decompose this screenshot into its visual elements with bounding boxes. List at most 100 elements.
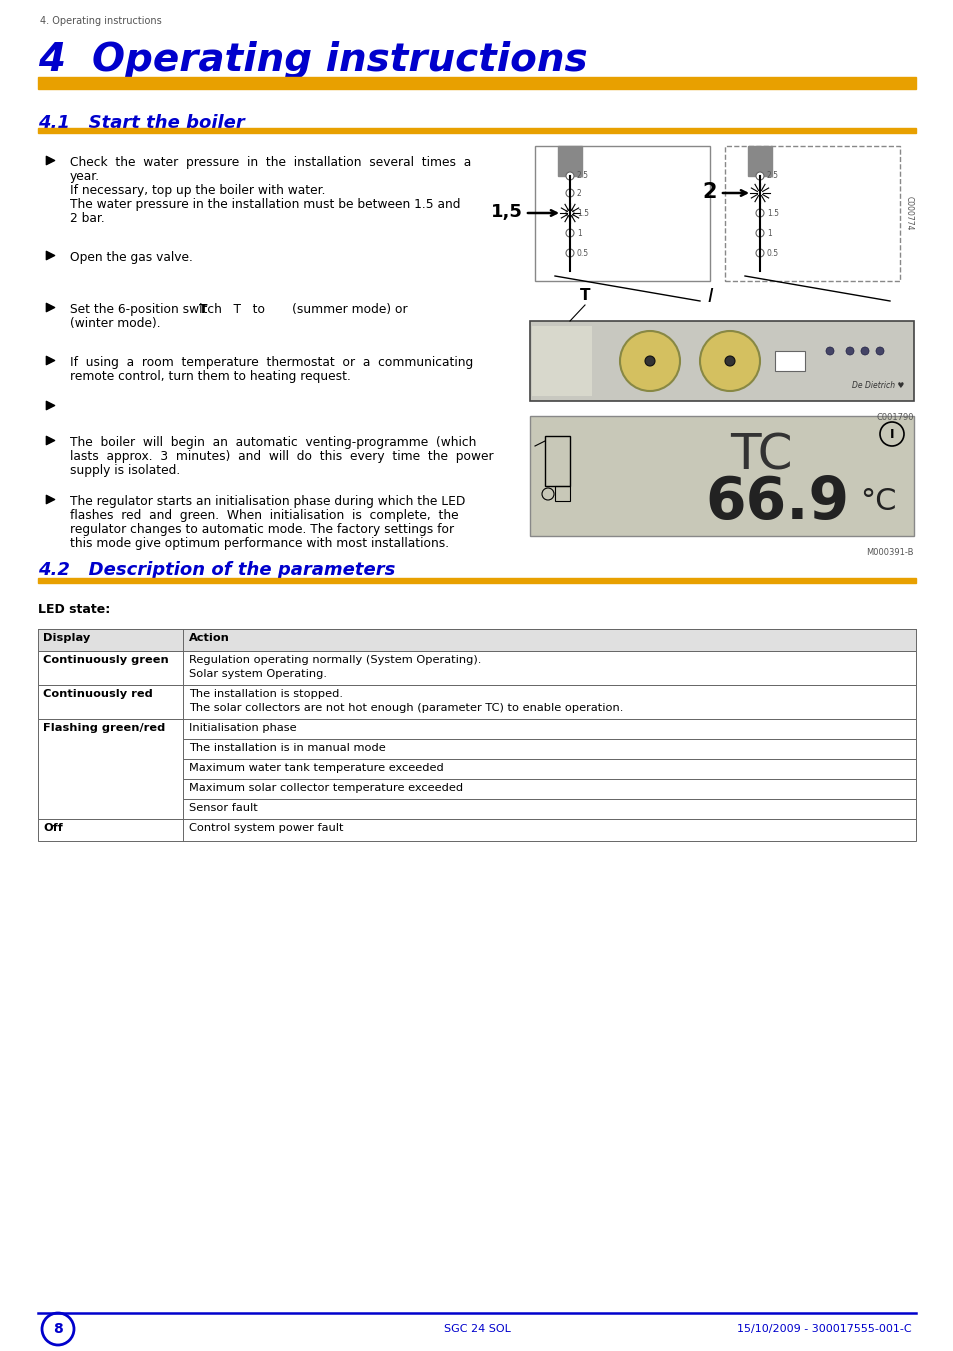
Circle shape <box>644 357 655 366</box>
Text: The installation is in manual mode: The installation is in manual mode <box>189 743 385 753</box>
Text: C000774: C000774 <box>904 196 913 231</box>
Text: T: T <box>199 303 208 316</box>
Text: The water pressure in the installation must be between 1.5 and: The water pressure in the installation m… <box>70 199 460 211</box>
Circle shape <box>755 230 763 236</box>
Text: 2.5: 2.5 <box>577 172 588 181</box>
Text: Check  the  water  pressure  in  the  installation  several  times  a: Check the water pressure in the installa… <box>70 155 471 169</box>
Bar <box>530 416 913 536</box>
Text: If  using  a  room  temperature  thermostat  or  a  communicating: If using a room temperature thermostat o… <box>70 357 473 369</box>
Text: Open the gas valve.: Open the gas valve. <box>70 251 193 263</box>
Text: 1,5: 1,5 <box>491 203 522 222</box>
Text: M000391-B: M000391-B <box>865 549 913 557</box>
Circle shape <box>755 209 763 218</box>
Circle shape <box>565 249 574 257</box>
Circle shape <box>700 331 760 390</box>
Bar <box>535 146 709 281</box>
Text: SGC 24 SOL: SGC 24 SOL <box>443 1324 510 1333</box>
Text: °C: °C <box>859 486 896 516</box>
Text: 1.5: 1.5 <box>766 208 779 218</box>
Bar <box>747 146 771 176</box>
Bar <box>555 486 569 501</box>
Text: Initialisation phase: Initialisation phase <box>189 723 296 734</box>
Text: Control system power fault: Control system power fault <box>189 823 343 834</box>
Circle shape <box>565 172 574 180</box>
Text: Sensor fault: Sensor fault <box>189 802 257 813</box>
Text: 2 bar.: 2 bar. <box>70 212 105 226</box>
Text: Continuously red: Continuously red <box>43 689 152 698</box>
Circle shape <box>845 347 853 355</box>
Bar <box>183 719 915 739</box>
Text: (winter mode).: (winter mode). <box>70 317 160 330</box>
Text: If necessary, top up the boiler with water.: If necessary, top up the boiler with wat… <box>70 184 325 197</box>
Text: 1.5: 1.5 <box>577 208 588 218</box>
Text: TC: TC <box>729 431 792 480</box>
Bar <box>183 739 915 759</box>
Text: 2: 2 <box>577 189 581 197</box>
Bar <box>544 436 569 486</box>
Text: I: I <box>889 427 893 440</box>
Bar <box>183 780 915 798</box>
Text: 15/10/2009 - 300017555-001-C: 15/10/2009 - 300017555-001-C <box>737 1324 911 1333</box>
Text: 4  Operating instructions: 4 Operating instructions <box>38 41 587 78</box>
Text: 2.5: 2.5 <box>766 172 779 181</box>
Text: T: T <box>579 288 590 303</box>
Text: The  boiler  will  begin  an  automatic  venting-programme  (which: The boiler will begin an automatic venti… <box>70 436 476 449</box>
Text: this mode give optimum performance with most installations.: this mode give optimum performance with … <box>70 536 449 550</box>
Text: 8: 8 <box>53 1323 63 1336</box>
Circle shape <box>875 347 883 355</box>
Text: I: I <box>706 286 712 305</box>
Bar <box>558 146 581 176</box>
Text: 0.5: 0.5 <box>766 249 779 258</box>
Circle shape <box>42 1313 74 1346</box>
Text: 1: 1 <box>577 228 581 238</box>
Text: 66.9: 66.9 <box>704 474 848 531</box>
Text: 4.2   Description of the parameters: 4.2 Description of the parameters <box>38 561 395 580</box>
Bar <box>183 759 915 780</box>
Circle shape <box>825 347 833 355</box>
Text: The solar collectors are not hot enough (parameter TC) to enable operation.: The solar collectors are not hot enough … <box>189 703 622 713</box>
Bar <box>532 326 592 396</box>
Bar <box>774 351 804 372</box>
Text: remote control, turn them to heating request.: remote control, turn them to heating req… <box>70 370 351 382</box>
Circle shape <box>755 249 763 257</box>
Circle shape <box>565 189 574 197</box>
Bar <box>38 719 183 819</box>
Circle shape <box>565 209 574 218</box>
Bar <box>38 128 915 132</box>
Text: De Dietrich ♥: De Dietrich ♥ <box>851 381 903 390</box>
Text: Off: Off <box>43 823 63 834</box>
Circle shape <box>755 172 763 180</box>
Text: lasts  approx.  3  minutes)  and  will  do  this  every  time  the  power: lasts approx. 3 minutes) and will do thi… <box>70 450 493 463</box>
Circle shape <box>861 347 868 355</box>
Text: year.: year. <box>70 170 100 182</box>
Text: C001790: C001790 <box>876 413 913 422</box>
Circle shape <box>565 230 574 236</box>
Bar <box>530 322 913 401</box>
Text: Maximum water tank temperature exceeded: Maximum water tank temperature exceeded <box>189 763 443 773</box>
Text: Flashing green/red: Flashing green/red <box>43 723 165 734</box>
Text: 4.1   Start the boiler: 4.1 Start the boiler <box>38 113 245 132</box>
Text: LED state:: LED state: <box>38 603 111 616</box>
Circle shape <box>619 331 679 390</box>
Text: 0.5: 0.5 <box>577 249 589 258</box>
Text: flashes  red  and  green.  When  initialisation  is  complete,  the: flashes red and green. When initialisati… <box>70 509 458 521</box>
Bar <box>38 630 915 651</box>
Text: 4. Operating instructions: 4. Operating instructions <box>40 16 162 26</box>
Text: 2: 2 <box>701 182 717 203</box>
Text: The regulator starts an initialisation phase during which the LED: The regulator starts an initialisation p… <box>70 494 465 508</box>
Circle shape <box>724 357 734 366</box>
Text: Continuously green: Continuously green <box>43 655 169 665</box>
Bar <box>38 77 915 89</box>
Bar <box>724 146 899 281</box>
Text: Solar system Operating.: Solar system Operating. <box>189 669 327 680</box>
Bar <box>38 578 915 584</box>
Text: Action: Action <box>189 634 230 643</box>
Bar <box>38 651 915 685</box>
Bar <box>38 819 915 842</box>
Text: 1: 1 <box>766 228 771 238</box>
Text: regulator changes to automatic mode. The factory settings for: regulator changes to automatic mode. The… <box>70 523 454 536</box>
Text: supply is isolated.: supply is isolated. <box>70 463 180 477</box>
Text: Regulation operating normally (System Operating).: Regulation operating normally (System Op… <box>189 655 481 665</box>
Text: Display: Display <box>43 634 91 643</box>
Bar <box>38 685 915 719</box>
